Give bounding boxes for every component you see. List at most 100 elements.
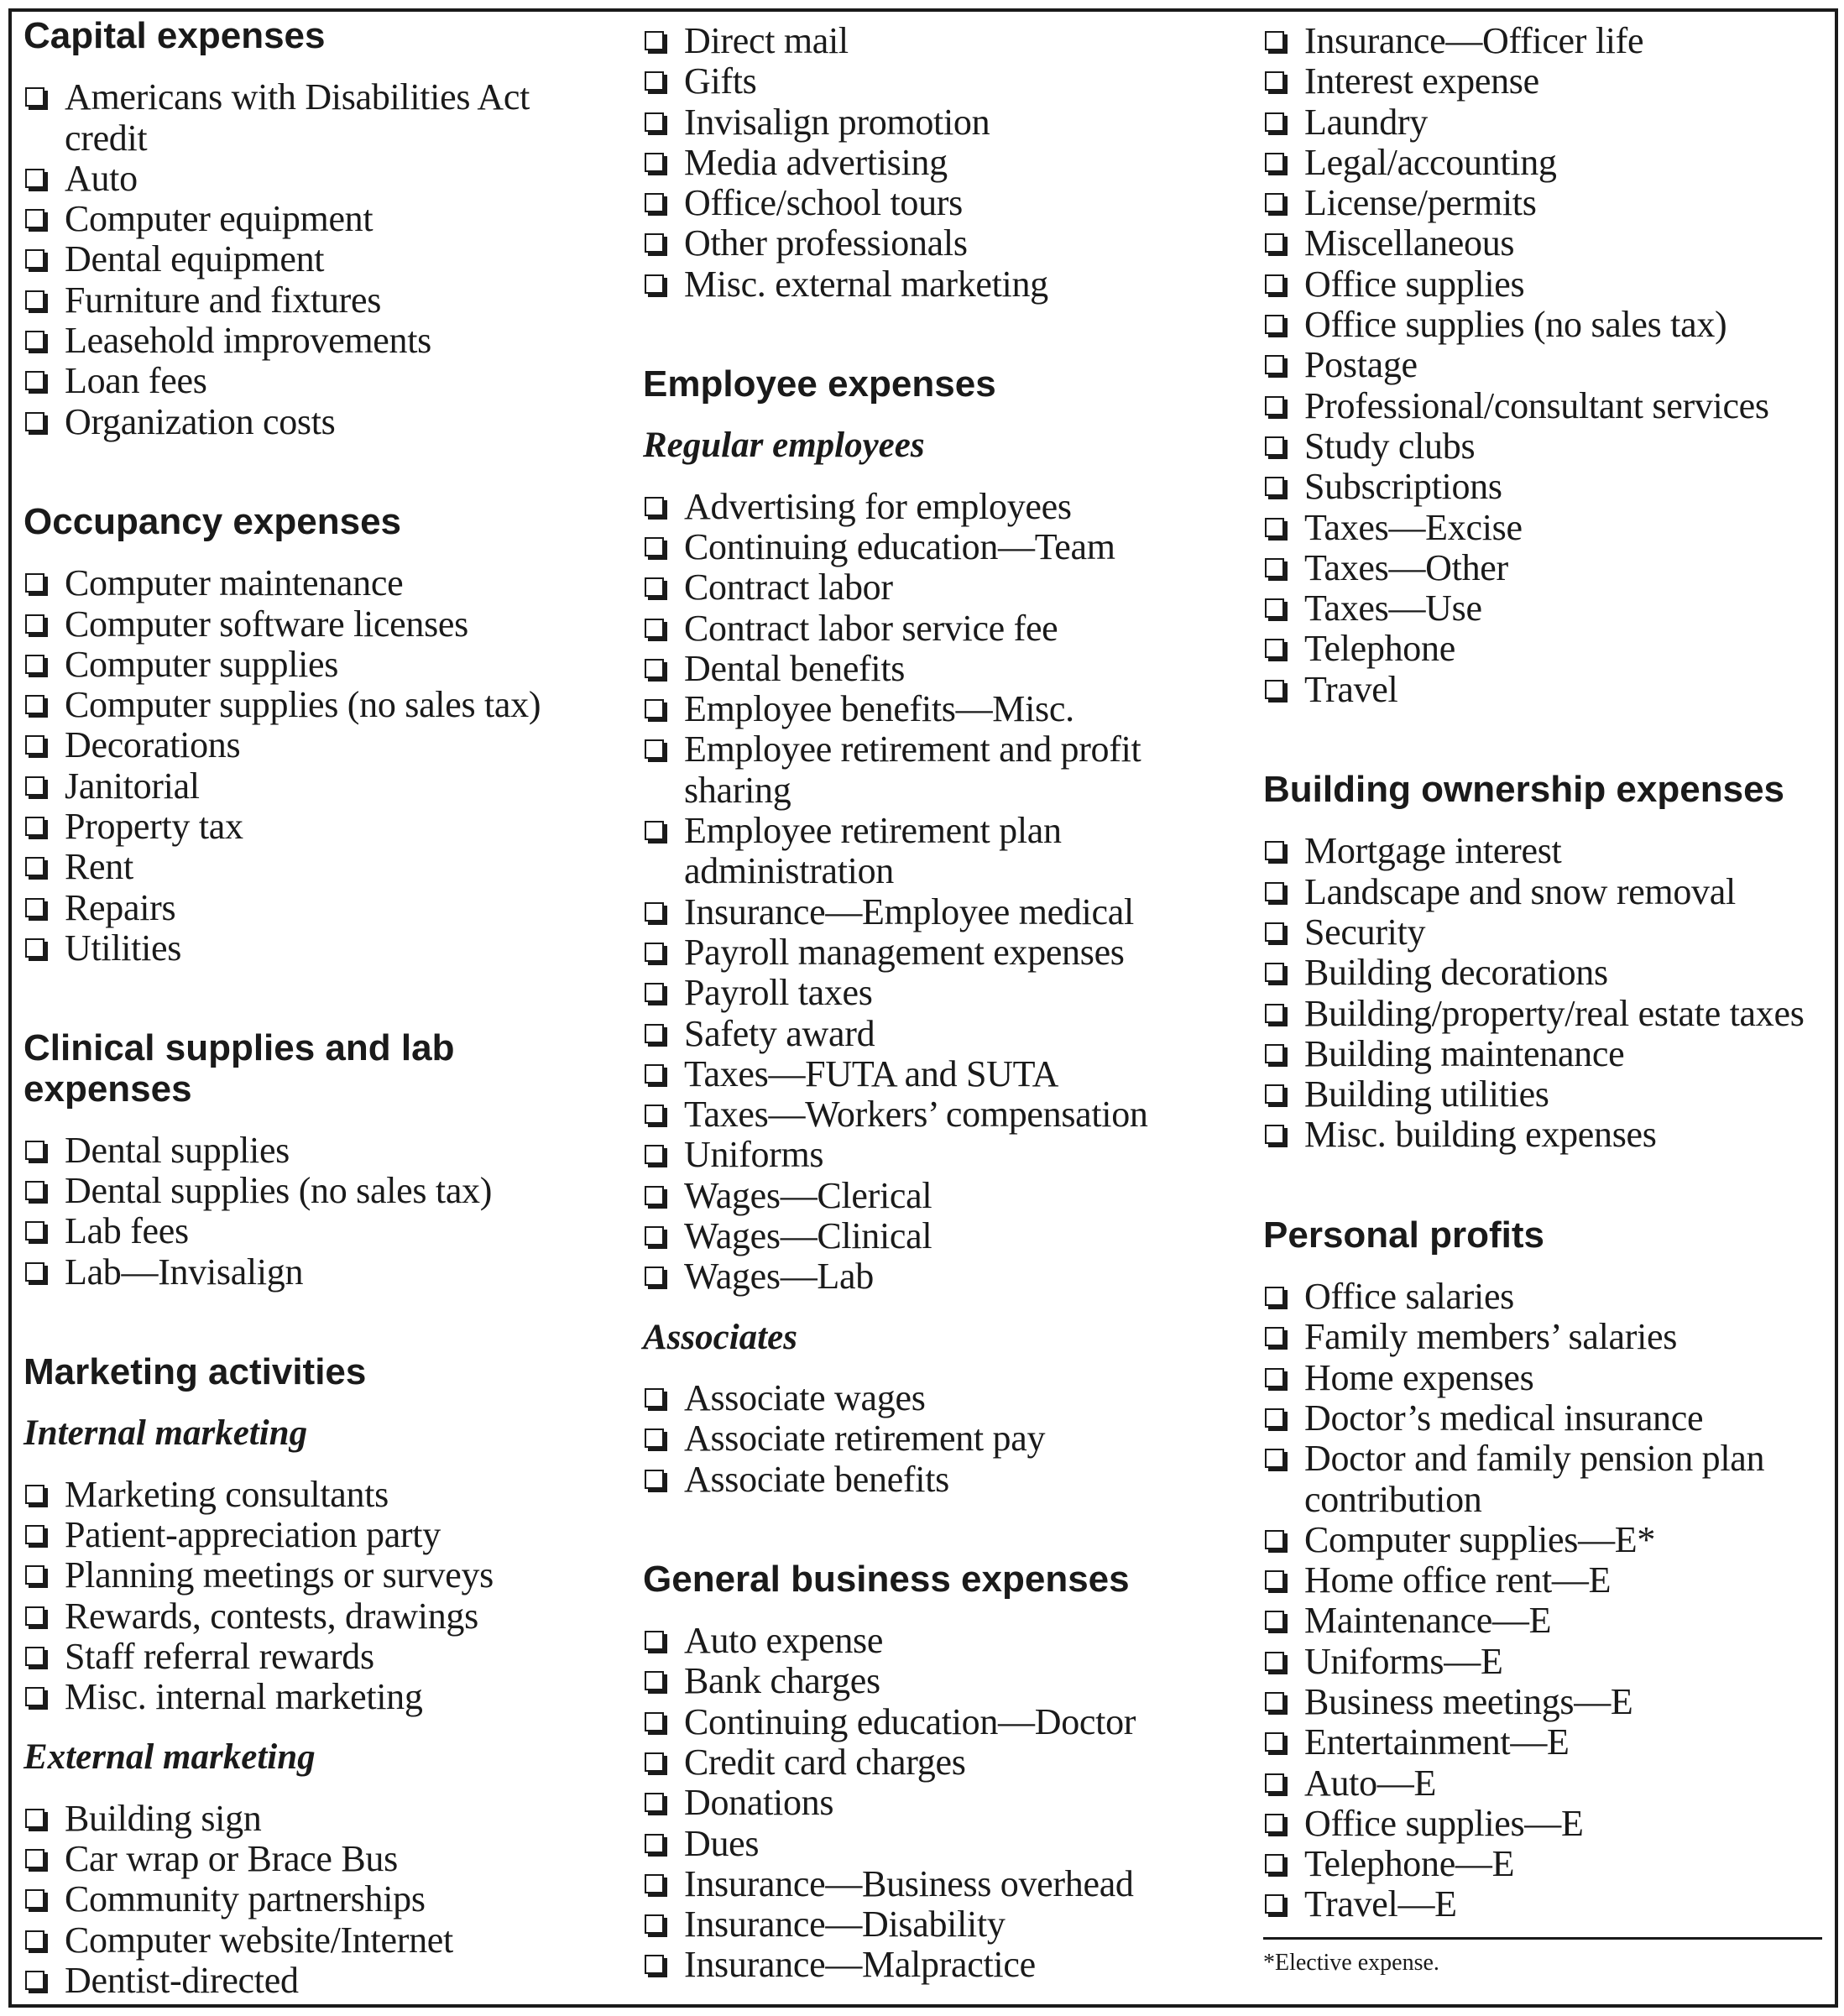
checkbox-icon[interactable] <box>1265 395 1284 415</box>
checklist-item[interactable]: Insurance—Disability <box>643 1904 1188 1945</box>
checklist-item[interactable]: Office salaries <box>1263 1276 1841 1317</box>
checkbox-icon[interactable] <box>1265 881 1284 901</box>
checkbox-icon[interactable] <box>25 371 44 391</box>
checkbox-icon[interactable] <box>1265 1449 1284 1469</box>
checkbox-icon[interactable] <box>645 1267 664 1287</box>
checklist-item[interactable]: Uniforms—E <box>1263 1641 1841 1682</box>
checkbox-icon[interactable] <box>25 1646 44 1666</box>
checkbox-icon[interactable] <box>645 193 664 213</box>
checklist-item[interactable]: Continuing education—Team <box>643 526 1188 567</box>
checklist-item[interactable]: Direct mail <box>643 20 1188 61</box>
checkbox-icon[interactable] <box>645 496 664 516</box>
checklist-item[interactable]: Taxes—Use <box>1263 588 1841 629</box>
checklist-item[interactable]: Loan fees <box>24 361 568 401</box>
checklist-item[interactable]: Lab—Invisalign <box>24 1251 568 1293</box>
checkbox-icon[interactable] <box>645 658 664 678</box>
checklist-item[interactable]: Taxes—Excise <box>1263 507 1841 548</box>
checklist-item[interactable]: Associate wages <box>643 1377 1188 1418</box>
checkbox-icon[interactable] <box>25 1848 44 1868</box>
checkbox-icon[interactable] <box>1265 517 1284 537</box>
checklist-item[interactable]: Maintenance—E <box>1263 1601 1841 1641</box>
checklist-item[interactable]: Computer maintenance <box>24 563 568 603</box>
checkbox-icon[interactable] <box>25 1970 44 1990</box>
checkbox-icon[interactable] <box>25 168 44 188</box>
checklist-item[interactable]: Staff referral rewards <box>24 1636 568 1677</box>
checklist-item[interactable]: Invisalign promotion <box>643 102 1188 143</box>
checkbox-icon[interactable] <box>645 1711 664 1731</box>
checklist-item[interactable]: Building sign <box>24 1798 568 1839</box>
checklist-item[interactable]: Repairs <box>24 887 568 928</box>
checkbox-icon[interactable] <box>645 577 664 598</box>
checklist-item[interactable]: Other professionals <box>643 223 1188 264</box>
checklist-item[interactable]: Building maintenance <box>1263 1033 1841 1074</box>
checkbox-icon[interactable] <box>25 1565 44 1585</box>
checklist-item[interactable]: Family members’ salaries <box>1263 1317 1841 1357</box>
checkbox-icon[interactable] <box>25 1930 44 1950</box>
checkbox-icon[interactable] <box>645 1145 664 1165</box>
checkbox-icon[interactable] <box>1265 436 1284 456</box>
checkbox-icon[interactable] <box>645 71 664 91</box>
checkbox-icon[interactable] <box>1265 152 1284 172</box>
checklist-item[interactable]: Advertising for employees <box>643 486 1188 527</box>
checklist-item[interactable]: Miscellaneous <box>1263 223 1841 264</box>
checkbox-icon[interactable] <box>645 274 664 294</box>
checklist-item[interactable]: Organization costs <box>24 401 568 442</box>
checkbox-icon[interactable] <box>1265 233 1284 253</box>
checklist-item[interactable]: Postage <box>1263 345 1841 385</box>
checklist-item[interactable]: Wages—Lab <box>643 1256 1188 1297</box>
checkbox-icon[interactable] <box>645 1387 664 1408</box>
checkbox-icon[interactable] <box>1265 71 1284 91</box>
checklist-item[interactable]: Telephone <box>1263 629 1841 669</box>
checklist-item[interactable]: Mortgage interest <box>1263 831 1841 871</box>
checklist-item[interactable]: Contract labor <box>643 567 1188 608</box>
checklist-item[interactable]: Computer software licenses <box>24 603 568 645</box>
checkbox-icon[interactable] <box>1265 598 1284 619</box>
checklist-item[interactable]: Payroll management expenses <box>643 932 1188 973</box>
checklist-item[interactable]: Media advertising <box>643 142 1188 183</box>
checkbox-icon[interactable] <box>25 857 44 877</box>
checkbox-icon[interactable] <box>1265 1327 1284 1347</box>
checkbox-icon[interactable] <box>1265 1611 1284 1631</box>
checklist-item[interactable]: Business meetings—E <box>1263 1681 1841 1722</box>
checkbox-icon[interactable] <box>645 1428 664 1449</box>
checklist-item[interactable]: Donations <box>643 1783 1188 1823</box>
checkbox-icon[interactable] <box>25 1808 44 1828</box>
checkbox-icon[interactable] <box>1265 557 1284 577</box>
checkbox-icon[interactable] <box>1265 193 1284 213</box>
checklist-item[interactable]: Payroll taxes <box>643 973 1188 1013</box>
checkbox-icon[interactable] <box>25 209 44 229</box>
checklist-item[interactable]: Wages—Clerical <box>643 1175 1188 1216</box>
checklist-item[interactable]: Credit card charges <box>643 1742 1188 1783</box>
checklist-item[interactable]: Planning meetings or surveys <box>24 1555 568 1596</box>
checklist-item[interactable]: Americans with Disabilities Act credit <box>24 77 568 159</box>
checklist-item[interactable]: Doctor’s medical insurance <box>1263 1397 1841 1439</box>
checklist-item[interactable]: Taxes—Other <box>1263 547 1841 588</box>
checkbox-icon[interactable] <box>25 1261 44 1282</box>
checklist-item[interactable]: Office/school tours <box>643 183 1188 223</box>
checkbox-icon[interactable] <box>645 1226 664 1246</box>
checklist-item[interactable]: Home expenses <box>1263 1357 1841 1398</box>
checkbox-icon[interactable] <box>25 776 44 796</box>
checkbox-icon[interactable] <box>645 1469 664 1489</box>
checkbox-icon[interactable] <box>645 1185 664 1205</box>
checklist-item[interactable]: Auto expense <box>643 1620 1188 1661</box>
checkbox-icon[interactable] <box>645 1955 664 1975</box>
checklist-item[interactable]: Employee retirement and profit sharing <box>643 729 1188 811</box>
checkbox-icon[interactable] <box>1265 1125 1284 1145</box>
checkbox-icon[interactable] <box>25 1524 44 1544</box>
checkbox-icon[interactable] <box>1265 1813 1284 1833</box>
checklist-item[interactable]: Entertainment—E <box>1263 1722 1841 1763</box>
checkbox-icon[interactable] <box>1265 639 1284 659</box>
checkbox-icon[interactable] <box>645 1752 664 1772</box>
checkbox-icon[interactable] <box>25 937 44 958</box>
checklist-item[interactable]: Auto—E <box>1263 1763 1841 1804</box>
checklist-item[interactable]: Dental supplies (no sales tax) <box>24 1170 568 1211</box>
checkbox-icon[interactable] <box>645 1105 664 1125</box>
checklist-item[interactable]: Insurance—Officer life <box>1263 20 1841 61</box>
checkbox-icon[interactable] <box>25 897 44 917</box>
checkbox-icon[interactable] <box>1265 1691 1284 1711</box>
checkbox-icon[interactable] <box>25 1484 44 1504</box>
checkbox-icon[interactable] <box>1265 841 1284 861</box>
checklist-item[interactable]: Rent <box>24 847 568 887</box>
checkbox-icon[interactable] <box>25 411 44 431</box>
